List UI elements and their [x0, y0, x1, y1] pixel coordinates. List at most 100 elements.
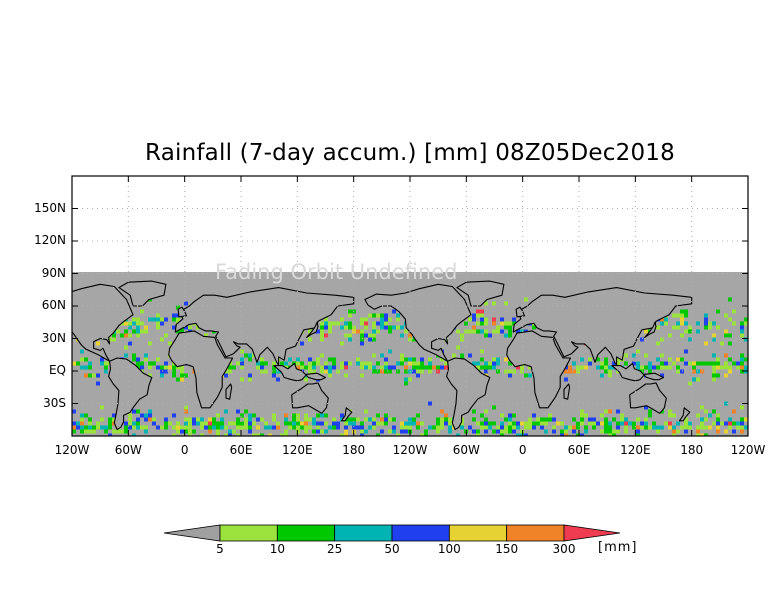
rain-cell: [100, 405, 104, 410]
colorbar-under-arrow: [163, 524, 221, 542]
rain-cell: [716, 309, 720, 314]
rain-cell: [508, 329, 512, 334]
rain-cell: [316, 429, 320, 434]
rain-cell: [716, 425, 720, 430]
rain-cell: [372, 325, 376, 330]
rain-cell: [408, 333, 412, 338]
rain-cell: [192, 417, 196, 422]
rain-cell: [104, 429, 108, 434]
rain-cell: [736, 425, 740, 430]
rain-cell: [520, 329, 524, 334]
rain-cell: [444, 413, 448, 418]
rain-cell: [368, 425, 372, 430]
rain-cell: [608, 421, 612, 426]
rain-cell: [136, 361, 140, 366]
rain-cell: [264, 421, 268, 426]
colorbar-label: 150: [495, 542, 519, 556]
rain-cell: [372, 337, 376, 342]
rain-cell: [200, 425, 204, 430]
rain-cell: [716, 421, 720, 426]
rain-cell: [596, 421, 600, 426]
rain-cell: [344, 425, 348, 430]
rain-cell: [320, 333, 324, 338]
rain-cell: [508, 421, 512, 426]
continent-madagascar: [225, 383, 233, 400]
rain-cell: [84, 373, 88, 378]
rain-cell: [672, 413, 676, 418]
rain-cell: [656, 425, 660, 430]
rain-cell: [740, 353, 744, 358]
rain-cell: [684, 425, 688, 430]
rain-cell: [708, 325, 712, 330]
rain-cell: [428, 361, 432, 366]
rain-cell: [540, 417, 544, 422]
rain-cell: [676, 429, 680, 434]
rain-cell: [192, 421, 196, 426]
rain-cell: [520, 433, 524, 436]
rain-cell: [424, 365, 428, 370]
rain-cell: [592, 417, 596, 422]
rain-cell: [700, 361, 704, 366]
rain-cell: [256, 365, 260, 370]
rain-cell: [156, 321, 160, 326]
colorbar-segment: [276, 524, 336, 542]
rain-cell: [712, 337, 716, 342]
rain-cell: [208, 429, 212, 434]
rain-cell: [196, 421, 200, 426]
rain-cell: [564, 425, 568, 430]
rain-cell: [340, 413, 344, 418]
continent-north-america: [72, 283, 134, 363]
rain-cell: [372, 365, 376, 370]
rain-cell: [444, 361, 448, 366]
x-tick-label: 120E: [620, 443, 651, 457]
rain-cell: [324, 325, 328, 330]
rain-cell: [340, 365, 344, 370]
rain-cell: [676, 357, 680, 362]
rain-cell: [332, 365, 336, 370]
x-tick-label: 0: [518, 443, 527, 457]
rain-cell: [256, 433, 260, 436]
rain-cell: [476, 329, 480, 334]
rain-cell: [728, 425, 732, 430]
rain-cell: [572, 369, 576, 374]
rain-cell: [360, 365, 364, 370]
rain-cell: [492, 301, 496, 306]
rain-cell: [460, 425, 464, 430]
rain-cell: [288, 421, 292, 426]
rain-cell: [388, 417, 392, 422]
rain-cell: [400, 425, 404, 430]
rain-cell: [260, 417, 264, 422]
rain-cell: [500, 329, 504, 334]
rain-cell: [280, 361, 284, 366]
rain-cell: [76, 425, 80, 430]
rain-cell: [604, 365, 608, 370]
rain-cell: [704, 361, 708, 366]
rain-cell: [316, 425, 320, 430]
rain-cell: [240, 421, 244, 426]
rain-cell: [176, 313, 180, 318]
rain-cell: [380, 313, 384, 318]
rain-cell: [308, 357, 312, 362]
rain-cell: [300, 365, 304, 370]
rain-cell: [172, 433, 176, 436]
rain-cell: [496, 329, 500, 334]
rain-cell: [504, 325, 508, 330]
rain-cell: [356, 361, 360, 366]
rain-cell: [496, 357, 500, 362]
rain-cell: [244, 421, 248, 426]
rain-cell: [108, 417, 112, 422]
rain-cell: [308, 361, 312, 366]
rain-cell: [604, 357, 608, 362]
rain-cell: [432, 425, 436, 430]
continent-madagascar: [563, 383, 571, 400]
rain-cell: [312, 361, 316, 366]
rain-cell: [640, 365, 644, 370]
rain-cell: [184, 417, 188, 422]
rain-cell: [668, 409, 672, 414]
rain-cell: [316, 357, 320, 362]
rain-cell: [440, 421, 444, 426]
rain-cell: [436, 429, 440, 434]
rain-cell: [364, 321, 368, 326]
rain-cell: [316, 361, 320, 366]
rain-cell: [496, 425, 500, 430]
